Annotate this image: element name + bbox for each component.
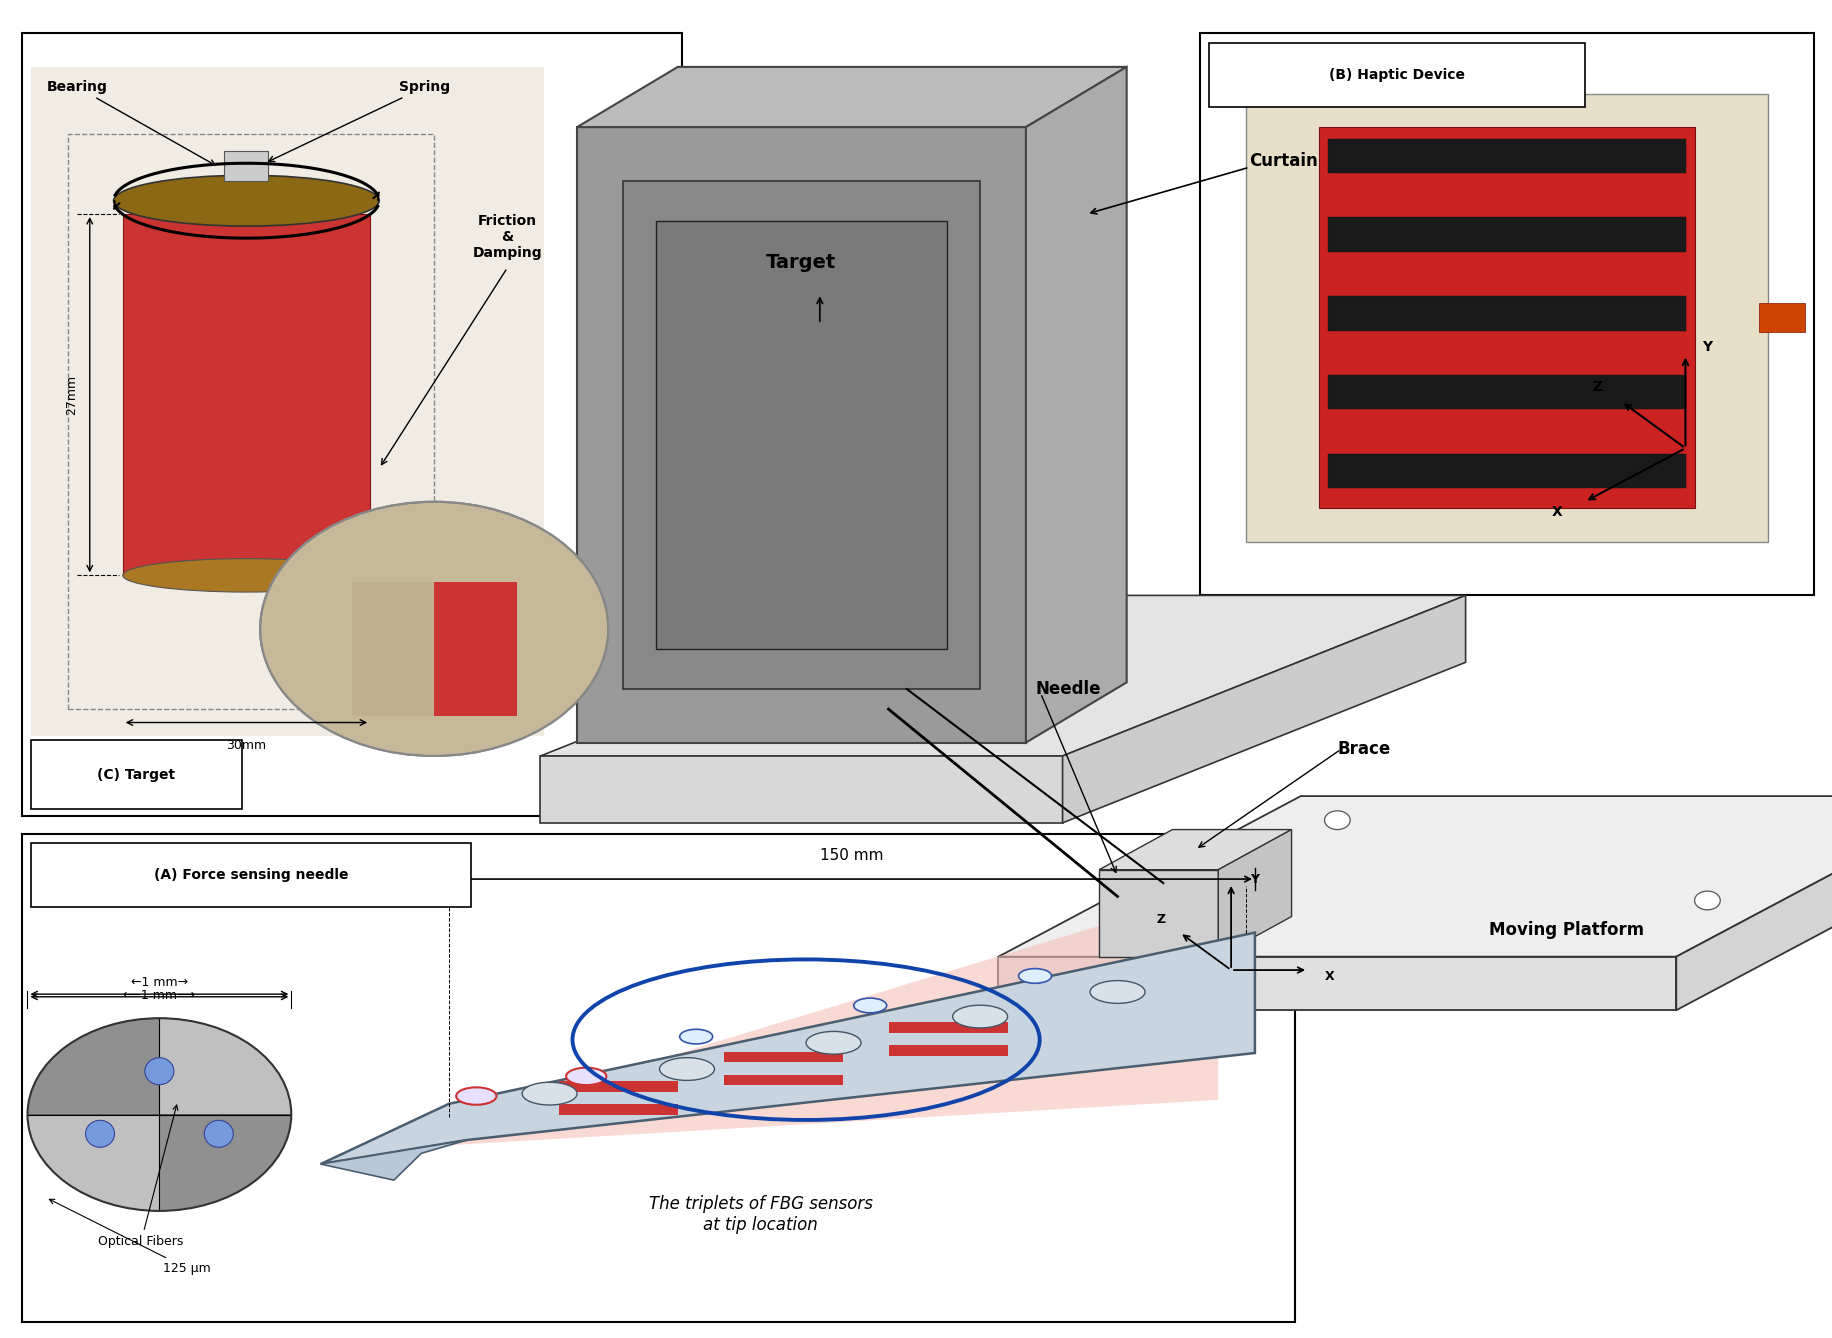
Text: 27mm: 27mm xyxy=(64,375,79,415)
Bar xyxy=(889,1045,1008,1056)
Bar xyxy=(1328,217,1685,252)
Text: 30mm: 30mm xyxy=(227,739,266,752)
Polygon shape xyxy=(998,957,1676,1010)
Ellipse shape xyxy=(1019,969,1052,983)
Ellipse shape xyxy=(123,558,370,591)
Polygon shape xyxy=(540,756,1063,823)
Circle shape xyxy=(1695,891,1720,910)
Text: Moving Platform: Moving Platform xyxy=(1489,921,1643,939)
Wedge shape xyxy=(27,1018,159,1115)
Bar xyxy=(1328,375,1685,409)
Text: X: X xyxy=(1325,970,1336,983)
Text: The triplets of FBG sensors
at tip location: The triplets of FBG sensors at tip locat… xyxy=(649,1195,872,1234)
Polygon shape xyxy=(540,595,1466,756)
Bar xyxy=(724,1052,843,1062)
Text: X: X xyxy=(1552,506,1563,519)
Bar xyxy=(224,151,269,181)
Bar xyxy=(1328,139,1685,174)
Text: Curtain: Curtain xyxy=(1249,151,1319,170)
Bar xyxy=(31,843,471,907)
Ellipse shape xyxy=(566,1068,606,1085)
Text: Brace: Brace xyxy=(1337,740,1390,759)
Bar xyxy=(1246,94,1768,542)
Bar xyxy=(889,1022,1008,1033)
Bar xyxy=(559,1104,678,1115)
Ellipse shape xyxy=(522,1082,577,1105)
Text: Spring: Spring xyxy=(269,80,451,162)
Polygon shape xyxy=(1676,796,1832,1010)
Circle shape xyxy=(260,502,608,756)
Polygon shape xyxy=(1026,67,1127,743)
Text: Target: Target xyxy=(766,253,837,272)
Text: Z: Z xyxy=(1592,380,1603,393)
Ellipse shape xyxy=(953,1005,1008,1028)
Polygon shape xyxy=(1099,830,1292,870)
Text: (A) Force sensing needle: (A) Force sensing needle xyxy=(154,868,348,882)
Bar xyxy=(1209,43,1585,107)
Bar xyxy=(22,33,682,816)
Bar xyxy=(1200,33,1814,595)
Bar xyxy=(31,740,242,809)
Bar xyxy=(123,214,370,575)
Text: Needle: Needle xyxy=(1035,680,1101,698)
Bar xyxy=(1328,454,1685,488)
Ellipse shape xyxy=(456,1088,496,1105)
Ellipse shape xyxy=(203,1120,233,1147)
Ellipse shape xyxy=(660,1057,714,1080)
Polygon shape xyxy=(998,796,1832,957)
Text: Friction
&
Damping: Friction & Damping xyxy=(473,214,542,261)
Polygon shape xyxy=(656,221,947,649)
Ellipse shape xyxy=(680,1029,713,1044)
Polygon shape xyxy=(321,933,1255,1164)
Wedge shape xyxy=(159,1018,291,1115)
Bar xyxy=(22,834,1295,1322)
Text: ←1 mm→: ←1 mm→ xyxy=(130,975,189,989)
Wedge shape xyxy=(27,1115,159,1211)
Bar xyxy=(1328,296,1685,330)
Bar xyxy=(724,1074,843,1085)
Bar xyxy=(352,582,434,716)
Wedge shape xyxy=(159,1115,291,1211)
Bar xyxy=(31,67,544,736)
Text: Z: Z xyxy=(1158,913,1165,926)
Polygon shape xyxy=(357,890,1218,1151)
Bar xyxy=(1759,304,1805,332)
Ellipse shape xyxy=(114,175,379,226)
Bar xyxy=(1319,127,1695,508)
Bar xyxy=(352,582,517,716)
Bar xyxy=(559,1081,678,1092)
Text: (C) Target: (C) Target xyxy=(97,768,176,781)
Ellipse shape xyxy=(1090,981,1145,1004)
Text: Optical Fibers: Optical Fibers xyxy=(99,1105,183,1248)
Text: (B) Haptic Device: (B) Haptic Device xyxy=(1328,68,1466,82)
Polygon shape xyxy=(623,181,980,689)
Text: Bearing: Bearing xyxy=(46,80,214,165)
Text: Y: Y xyxy=(1702,340,1713,353)
Text: 150 mm: 150 mm xyxy=(821,848,883,863)
Polygon shape xyxy=(577,67,1127,127)
Ellipse shape xyxy=(806,1032,861,1054)
Ellipse shape xyxy=(86,1120,115,1147)
Polygon shape xyxy=(321,1140,467,1180)
Circle shape xyxy=(1325,811,1350,830)
Polygon shape xyxy=(1218,830,1292,957)
Text: 125 μm: 125 μm xyxy=(49,1199,211,1275)
Ellipse shape xyxy=(854,998,887,1013)
Polygon shape xyxy=(577,127,1026,743)
Bar xyxy=(68,134,434,709)
Polygon shape xyxy=(1099,870,1218,957)
Text: ⟵1 mm⟶: ⟵1 mm⟶ xyxy=(123,989,196,1002)
Ellipse shape xyxy=(145,1058,174,1085)
Polygon shape xyxy=(1063,595,1466,823)
Text: Y: Y xyxy=(1251,872,1259,886)
